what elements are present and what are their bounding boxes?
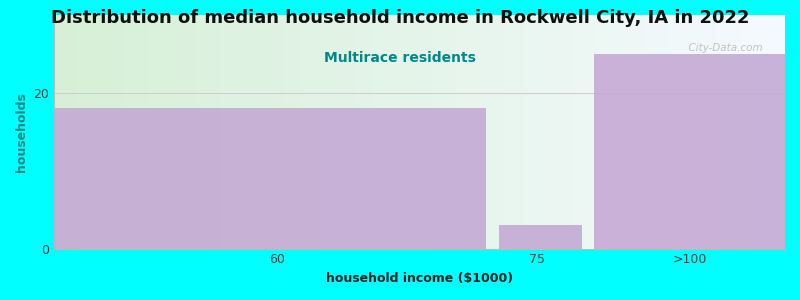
Bar (499, 225, 582, 249)
Text: Multirace residents: Multirace residents (324, 51, 476, 65)
Bar (594, 54, 785, 249)
Y-axis label: households: households (15, 92, 28, 172)
Text: Distribution of median household income in Rockwell City, IA in 2022: Distribution of median household income … (50, 9, 750, 27)
Bar (54, 108, 486, 249)
Text: City-Data.com: City-Data.com (682, 43, 763, 53)
X-axis label: household income ($1000): household income ($1000) (326, 272, 514, 285)
